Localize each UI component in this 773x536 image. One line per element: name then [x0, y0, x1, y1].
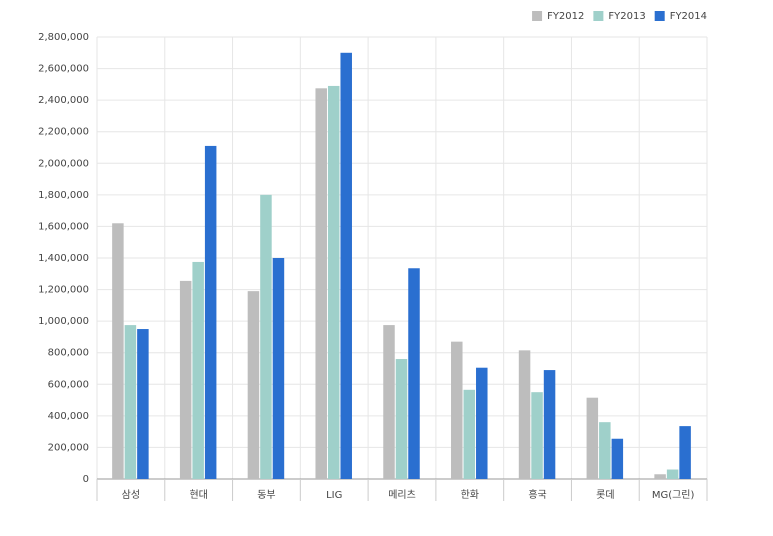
x-tick-label: MG(그린): [652, 489, 695, 501]
y-tick-label: 0: [83, 474, 89, 485]
y-tick-label: 400,000: [48, 411, 89, 422]
y-tick-label: 1,600,000: [38, 221, 89, 232]
bar: [204, 145, 217, 479]
bar: [408, 268, 420, 479]
y-tick-label: 1,200,000: [38, 285, 89, 296]
bar: [383, 325, 395, 479]
bar: [654, 474, 666, 479]
bar: [315, 88, 327, 479]
x-tick-label: 동부: [257, 489, 275, 501]
bar: [395, 359, 408, 479]
bar: [327, 85, 340, 479]
bar: [586, 397, 599, 479]
y-tick-label: 2,000,000: [38, 158, 89, 169]
y-tick-label: 1,000,000: [38, 316, 89, 327]
y-tick-label: 600,000: [48, 379, 89, 390]
y-tick-label: 2,400,000: [38, 95, 89, 106]
bar: [260, 194, 272, 479]
y-tick-label: 2,800,000: [38, 32, 89, 43]
y-tick-label: 1,400,000: [38, 253, 89, 264]
y-tick-label: 200,000: [48, 442, 89, 453]
legend-label: FY2012: [547, 11, 584, 22]
bar: [451, 341, 463, 479]
y-tick-label: 800,000: [48, 348, 89, 359]
legend-label: FY2013: [608, 11, 645, 22]
bar: [543, 370, 556, 479]
bar: [137, 329, 149, 479]
bar: [476, 367, 488, 479]
bar: [340, 52, 352, 480]
y-tick-label: 2,600,000: [38, 64, 89, 75]
bar: [518, 350, 531, 479]
x-tick-label: 흥국: [528, 488, 546, 501]
bar: [272, 258, 285, 479]
y-tick-label: 1,800,000: [38, 190, 89, 201]
legend-swatch: [654, 11, 665, 21]
bar: [247, 291, 260, 479]
bar: [124, 325, 137, 479]
bar: [112, 223, 124, 479]
x-tick-label: 삼성: [122, 489, 140, 501]
bar: [679, 426, 691, 479]
bar: [463, 389, 476, 479]
x-tick-label: 롯데: [596, 489, 614, 501]
bar: [531, 392, 543, 479]
bar: [192, 261, 204, 479]
legend-swatch: [593, 11, 604, 21]
legend-label: FY2014: [670, 11, 707, 22]
x-tick-label: 메리츠: [388, 489, 416, 501]
x-tick-label: LIG: [326, 490, 342, 501]
x-tick-label: 한화: [461, 489, 479, 501]
bar: [666, 469, 679, 479]
bar: [599, 422, 611, 479]
y-tick-label: 2,200,000: [38, 127, 89, 138]
bar: [611, 438, 624, 479]
bar: [179, 280, 192, 479]
legend-swatch: [532, 11, 543, 21]
x-tick-label: 현대: [189, 489, 207, 501]
